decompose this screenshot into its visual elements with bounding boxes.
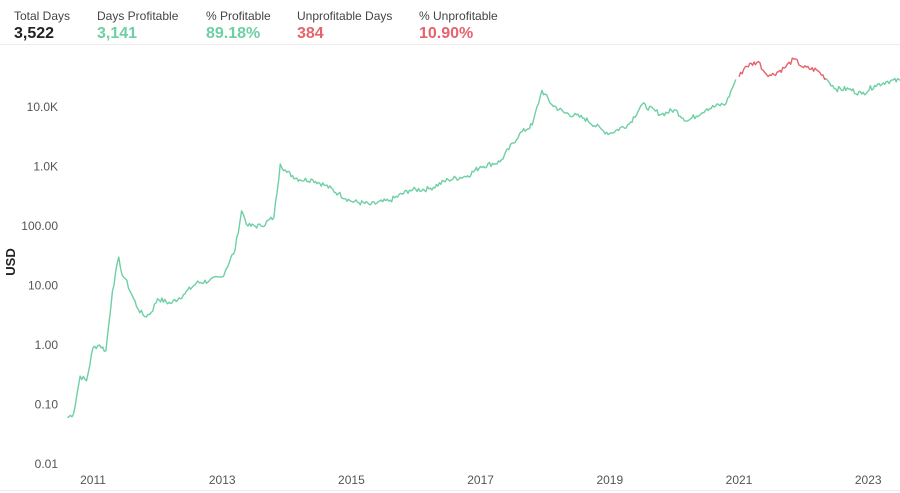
y-tick-label: 100.00 xyxy=(21,219,58,233)
stat-value: 3,141 xyxy=(97,25,138,42)
stat-label: % Profitable xyxy=(206,9,271,23)
x-tick-label: 2019 xyxy=(596,473,623,487)
x-tick-label: 2011 xyxy=(80,473,106,487)
stat-percent-unprofitable: % Unprofitable 10.90% xyxy=(419,9,498,44)
price-series-line xyxy=(825,77,900,96)
price-series-line xyxy=(66,79,737,419)
stat-unprofitable-days: Unprofitable Days 384 xyxy=(297,9,392,44)
x-axis: 2011 2013 2015 2017 2019 2021 2023 xyxy=(80,473,882,487)
x-tick-label: 2017 xyxy=(467,473,494,487)
stat-value: 3,522 xyxy=(14,25,55,42)
stat-days-profitable: Days Profitable 3,141 xyxy=(97,9,178,44)
bottom-divider xyxy=(0,490,900,491)
stat-total-days: Total Days 3,522 xyxy=(14,9,70,44)
stat-label: Total Days xyxy=(14,9,71,23)
y-tick-label: 10.00 xyxy=(28,279,58,293)
price-chart[interactable]: USD 0.01 0.10 1.00 10.00 100.00 1.0K 10.0K 201… xyxy=(0,45,900,493)
stat-label: Unprofitable Days xyxy=(297,9,393,23)
stat-label: % Unprofitable xyxy=(419,9,498,23)
price-series-line xyxy=(738,57,827,80)
price-line xyxy=(66,57,900,419)
y-tick-label: 1.0K xyxy=(33,160,58,174)
x-tick-label: 2013 xyxy=(209,473,236,487)
x-tick-label: 2015 xyxy=(338,473,365,487)
stat-value: 89.18% xyxy=(206,25,261,42)
y-tick-label: 1.00 xyxy=(35,338,59,352)
stat-percent-profitable: % Profitable 89.18% xyxy=(206,9,271,44)
y-axis-title: USD xyxy=(3,248,18,275)
y-tick-label: 10.0K xyxy=(27,100,58,114)
stat-value: 384 xyxy=(297,25,324,42)
summary-stats-bar: Total Days 3,522 Days Profitable 3,141 %… xyxy=(0,0,900,45)
x-tick-label: 2023 xyxy=(855,473,882,487)
y-axis: 0.01 0.10 1.00 10.00 100.00 1.0K 10.0K xyxy=(21,100,58,471)
y-tick-label: 0.10 xyxy=(35,398,59,412)
stat-value: 10.90% xyxy=(419,25,474,42)
y-tick-label: 0.01 xyxy=(35,457,59,471)
stat-label: Days Profitable xyxy=(97,9,179,23)
x-tick-label: 2021 xyxy=(726,473,753,487)
